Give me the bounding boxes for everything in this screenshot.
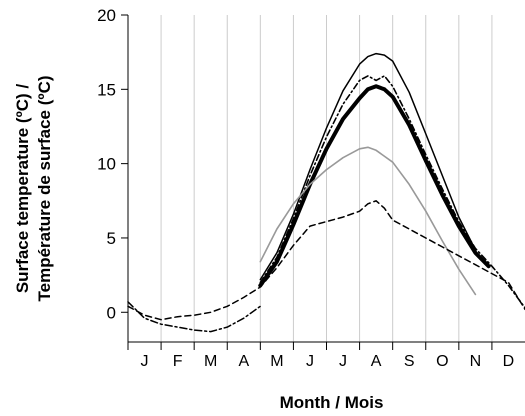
y-axis-title-line1: Surface temperature (ºC) / — [13, 84, 32, 294]
y-tick-label: 0 — [107, 303, 116, 322]
series-line-thick-solid — [258, 84, 491, 288]
y-tick-label: 10 — [97, 155, 116, 174]
x-tick-label: N — [470, 353, 482, 370]
x-tick-label: F — [173, 353, 183, 370]
x-tick-label: O — [436, 353, 448, 370]
x-tick-label: J — [339, 353, 347, 370]
x-tick-label: D — [503, 353, 515, 370]
x-tick-label: A — [238, 353, 249, 370]
x-tick-label: M — [204, 353, 217, 370]
ticks: 0 5 10 15 20 J F M A M J J A S O N D — [97, 6, 514, 370]
series-line-gray-solid — [259, 146, 477, 296]
x-tick-label: S — [404, 353, 415, 370]
series-line-dash-dot — [259, 75, 525, 309]
series-line-thin-solid — [259, 52, 477, 281]
y-axis-title-line2: Température de surface (ºC) — [35, 75, 54, 301]
series-line-dashed — [127, 200, 525, 321]
y-tick-label: 20 — [97, 6, 116, 25]
grid — [160, 15, 493, 342]
y-tick-label: 15 — [97, 80, 116, 99]
x-tick-label: J — [141, 353, 149, 370]
x-tick-label: A — [371, 353, 382, 370]
series — [127, 52, 525, 333]
y-tick-label: 5 — [107, 229, 116, 248]
x-tick-label: J — [306, 353, 314, 370]
series-line-dash-dot-winter — [127, 301, 262, 333]
x-tick-label: M — [270, 353, 283, 370]
x-axis-title: Month / Mois — [280, 393, 384, 412]
